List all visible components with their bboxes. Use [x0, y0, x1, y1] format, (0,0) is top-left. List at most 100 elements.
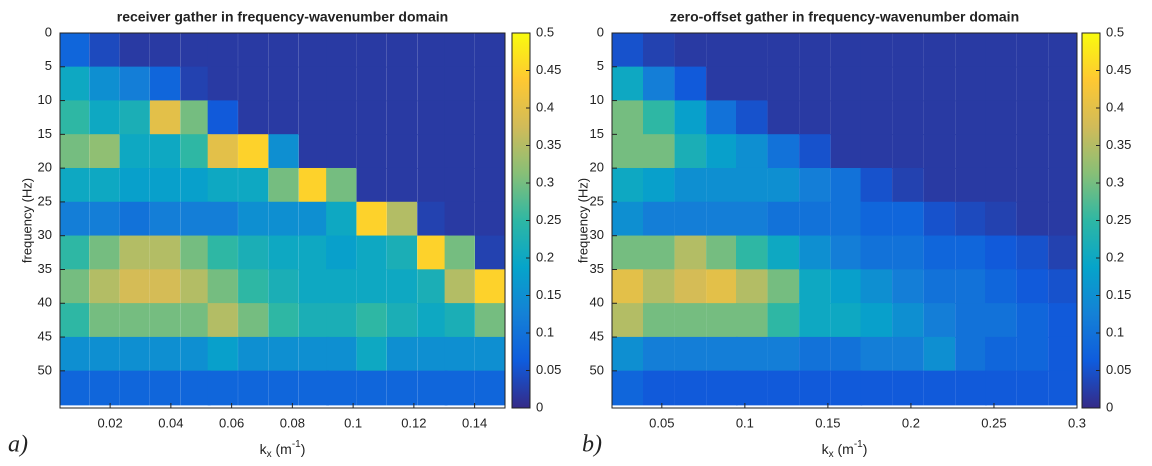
heatmap-cell: [298, 33, 330, 68]
heatmap-cell: [706, 370, 738, 406]
heatmap-cell: [674, 201, 707, 237]
y-tick-label: 20: [590, 160, 604, 175]
heatmap-cell: [799, 167, 831, 203]
heatmap-cell: [89, 269, 120, 305]
heatmap-cell: [356, 134, 387, 169]
heatmap-cell: [767, 303, 800, 338]
y-tick-label: 10: [590, 92, 604, 107]
heatmap-cell: [706, 134, 738, 169]
x-axis-label-part: (m: [272, 441, 292, 457]
heatmap-cell: [674, 303, 707, 338]
heatmap-cell: [417, 370, 448, 406]
heatmap: [612, 33, 1077, 406]
y-axis-label: frequency (Hz): [19, 178, 34, 263]
heatmap-cell: [180, 303, 211, 338]
heatmap-cell: [736, 66, 768, 102]
x-tick-label: 0.08: [280, 415, 305, 430]
heatmap-cell: [149, 269, 181, 305]
colorbar-tick-label: 0.5: [1106, 24, 1124, 39]
y-tick-label: 15: [38, 126, 52, 141]
heatmap-cell: [119, 66, 150, 102]
heatmap-cell: [60, 370, 90, 406]
heatmap-cell: [417, 100, 448, 136]
heatmap-cell: [386, 100, 418, 136]
x-axis-label-part: -1: [292, 439, 301, 450]
y-tick-label: 45: [590, 328, 604, 343]
colorbar-tick-label: 0.4: [536, 99, 554, 114]
heatmap-cell: [612, 201, 644, 237]
heatmap-cell: [149, 235, 181, 271]
x-axis-label-part: x: [267, 449, 272, 460]
heatmap-cell: [860, 235, 893, 271]
y-tick-label: 40: [38, 295, 52, 310]
y-tick-label: 50: [38, 362, 52, 377]
y-tick-label: 35: [38, 261, 52, 276]
heatmap-cell: [60, 269, 90, 305]
heatmap-cell: [238, 66, 269, 102]
heatmap-cell: [1048, 269, 1077, 305]
heatmap-cell: [1048, 66, 1077, 102]
heatmap-cell: [736, 370, 768, 406]
colorbar-tick-label: 0.35: [1106, 137, 1131, 152]
heatmap-cell: [1016, 201, 1049, 237]
heatmap-cell: [767, 235, 800, 271]
heatmap-cell: [643, 336, 675, 372]
heatmap-cell: [892, 269, 924, 305]
heatmap-cell: [238, 201, 269, 237]
heatmap-cell: [326, 134, 357, 169]
heatmap-cell: [238, 33, 269, 68]
heatmap-cell: [674, 167, 707, 203]
heatmap-cell: [892, 100, 924, 136]
heatmap-cell: [674, 269, 707, 305]
heatmap-cell: [60, 336, 90, 372]
heatmap-cell: [799, 336, 831, 372]
heatmap-cell: [207, 66, 238, 102]
heatmap-cell: [955, 134, 987, 169]
heatmap-cell: [119, 167, 150, 203]
heatmap-cell: [923, 370, 956, 406]
heatmap-cell: [706, 100, 738, 136]
heatmap-cell: [674, 33, 707, 68]
heatmap-cell: [207, 336, 238, 372]
heatmap-cell: [955, 303, 987, 338]
heatmap-cell: [356, 336, 387, 372]
heatmap-cell: [474, 235, 505, 271]
heatmap-cell: [89, 100, 120, 136]
heatmap-cell: [985, 33, 1017, 68]
heatmap-cell: [892, 66, 924, 102]
heatmap-cell: [612, 336, 644, 372]
heatmap-cell: [736, 235, 768, 271]
heatmap-cell: [89, 303, 120, 338]
heatmap-cell: [326, 235, 357, 271]
heatmap-cell: [60, 66, 90, 102]
heatmap-cell: [238, 269, 269, 305]
heatmap-cell: [955, 66, 987, 102]
heatmap-cell: [149, 370, 181, 406]
heatmap-cell: [767, 269, 800, 305]
heatmap-cell: [923, 235, 956, 271]
x-tick-label: 0.05: [649, 415, 674, 430]
heatmap-cell: [326, 201, 357, 237]
x-tick-label: 0.12: [401, 415, 426, 430]
heatmap-cell: [268, 167, 299, 203]
heatmap-cell: [326, 100, 357, 136]
heatmap-cell: [238, 370, 269, 406]
heatmap-cell: [830, 201, 863, 237]
heatmap-cell: [60, 100, 90, 136]
colorbar-tick-label: 0.3: [1106, 174, 1124, 189]
heatmap-cell: [799, 33, 831, 68]
heatmap-cell: [207, 235, 238, 271]
heatmap-cell: [643, 66, 675, 102]
heatmap-cell: [207, 303, 238, 338]
heatmap-cell: [119, 100, 150, 136]
heatmap-cell: [149, 134, 181, 169]
heatmap-cell: [985, 269, 1017, 305]
heatmap-cell: [767, 100, 800, 136]
heatmap-cell: [326, 370, 357, 406]
heatmap-cell: [923, 66, 956, 102]
heatmap-cell: [444, 235, 475, 271]
heatmap-cell: [736, 336, 768, 372]
heatmap-cell: [326, 269, 357, 305]
colorbar-tick-label: 0.25: [1106, 212, 1131, 227]
heatmap-cell: [830, 235, 863, 271]
